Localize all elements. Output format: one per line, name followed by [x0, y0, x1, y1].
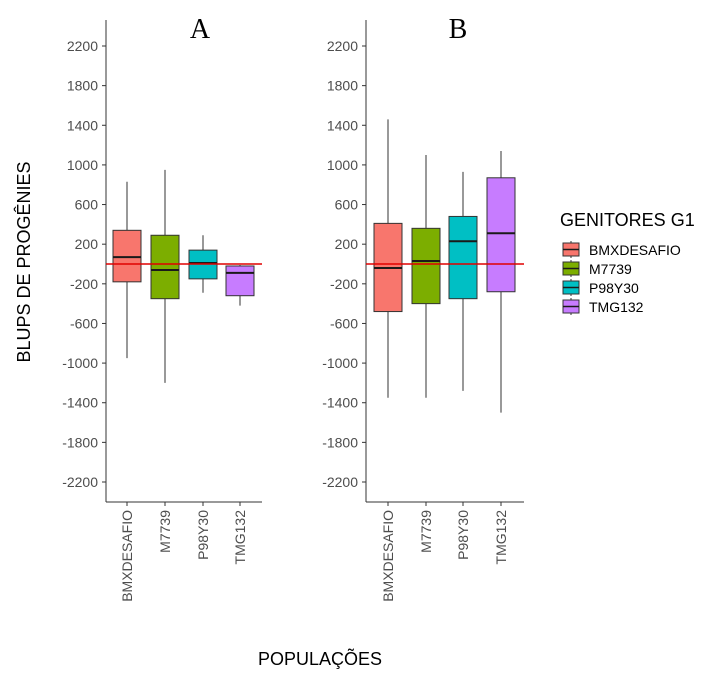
x-tick-label: BMXDESAFIO [380, 510, 396, 602]
y-tick-label: -2200 [322, 474, 358, 490]
y-tick-label: 200 [75, 236, 99, 252]
box-tmg132 [225, 264, 255, 306]
y-tick-label: -200 [70, 276, 98, 292]
y-tick-label: 600 [75, 197, 99, 213]
panel-a-title: A [190, 14, 211, 45]
legend: GENITORES G1 BMXDESAFIO M7739 P98Y30 TMG132 [560, 210, 695, 315]
box-iqr [486, 177, 516, 293]
panel-a-y-axis: 2200 1800 1400 1000 600 200 -200 -600 -1000 -1400… [62, 20, 107, 502]
x-tick-label: TMG132 [232, 510, 248, 565]
box-tmg132 [486, 151, 516, 413]
y-tick-label: 600 [335, 197, 359, 213]
box-iqr [150, 234, 180, 300]
x-tick-label: P98Y30 [195, 510, 211, 560]
legend-entry-bmxdesafio: BMXDESAFIO [562, 241, 681, 258]
x-tick-label: P98Y30 [455, 510, 471, 560]
panel-b-y-axis: 2200 1800 1400 1000 600 200 -200 -600 -1000 -1400… [322, 20, 367, 502]
panel-a: A 2200 1800 1400 1000 600 200 -200 -600 -1000 -14… [62, 14, 262, 602]
box-m7739 [150, 169, 180, 383]
box-bmxdesafio [112, 181, 142, 359]
box-m7739 [411, 155, 441, 398]
legend-entry-m7739: M7739 [562, 260, 632, 277]
y-axis-title: BLUPS DE PROGÊNIES [14, 161, 34, 362]
x-tick-label: M7739 [157, 510, 173, 553]
panel-b-title: B [449, 14, 468, 45]
y-tick-label: -2200 [62, 474, 98, 490]
box-bmxdesafio [373, 119, 403, 398]
y-tick-label: 1800 [327, 78, 358, 94]
x-tick-label: TMG132 [493, 510, 509, 565]
legend-title: GENITORES G1 [560, 210, 695, 230]
y-tick-label: -200 [330, 276, 358, 292]
y-tick-label: 1000 [67, 157, 98, 173]
legend-entries: BMXDESAFIO M7739 P98Y30 TMG132 [562, 241, 681, 315]
y-tick-label: -1000 [62, 355, 98, 371]
y-tick-label: -600 [70, 315, 98, 331]
panel-a-x-axis: BMXDESAFIO M7739 P98Y30 TMG132 [106, 501, 262, 602]
x-tick-label: M7739 [418, 510, 434, 553]
panel-a-boxes [112, 169, 255, 383]
legend-label: M7739 [589, 261, 632, 277]
y-tick-label: -1000 [322, 355, 358, 371]
y-tick-label: -600 [330, 315, 358, 331]
y-tick-label: 1400 [327, 117, 358, 133]
panel-b: B 2200 1800 1400 1000 600 200 -200 -600 -1000 -14… [322, 14, 524, 602]
legend-entry-p98y30: P98Y30 [562, 279, 639, 296]
y-tick-label: -1800 [62, 434, 98, 450]
y-tick-label: -1400 [322, 395, 358, 411]
box-iqr [411, 227, 441, 305]
box-iqr [448, 215, 478, 300]
legend-entry-tmg132: TMG132 [562, 298, 644, 315]
y-tick-label: 1000 [327, 157, 358, 173]
x-tick-label: BMXDESAFIO [119, 510, 135, 602]
panel-b-x-axis: BMXDESAFIO M7739 P98Y30 TMG132 [366, 501, 524, 602]
panel-b-boxes [373, 119, 516, 413]
legend-label: BMXDESAFIO [589, 242, 681, 258]
y-tick-label: -1800 [322, 434, 358, 450]
box-p98y30 [448, 171, 478, 391]
legend-label: P98Y30 [589, 280, 639, 296]
y-tick-label: -1400 [62, 395, 98, 411]
y-tick-label: 1400 [67, 117, 98, 133]
y-tick-label: 200 [335, 236, 359, 252]
box-iqr [225, 265, 255, 297]
y-tick-label: 2200 [67, 38, 98, 54]
x-axis-title: POPULAÇÕES [258, 648, 382, 669]
y-tick-label: 1800 [67, 78, 98, 94]
legend-label: TMG132 [589, 299, 644, 315]
y-tick-label: 2200 [327, 38, 358, 54]
